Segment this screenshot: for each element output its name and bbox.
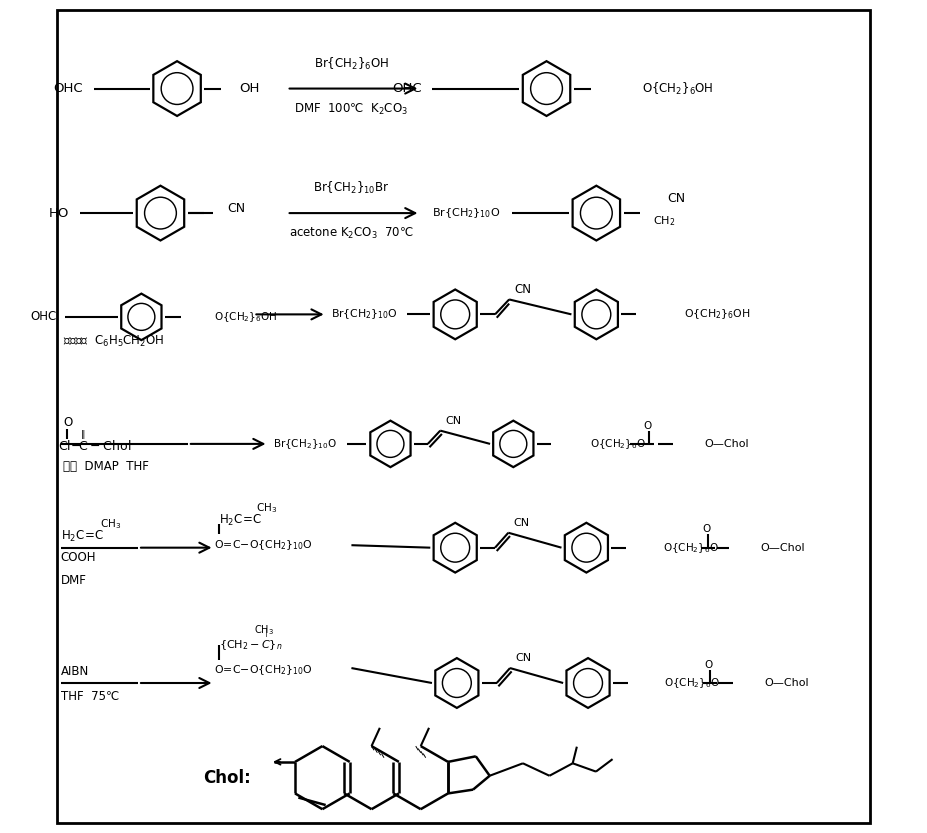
Text: O: O [703,525,711,535]
Text: H$_2$C$\!=\!$C: H$_2$C$\!=\!$C [61,529,104,545]
Text: Br$\mathsf{\{}$CH$_2\mathsf{\}}_{10}$O: Br$\mathsf{\{}$CH$_2\mathsf{\}}_{10}$O [273,437,337,451]
Text: CN: CN [515,653,531,663]
Text: AIBN: AIBN [61,665,89,678]
Text: Br$\mathsf{\{}$CH$_2\mathsf{\}}_6$OH: Br$\mathsf{\{}$CH$_2\mathsf{\}}_6$OH [314,56,389,72]
Text: DMF: DMF [61,575,87,587]
Text: Chol:: Chol: [203,769,251,786]
Text: O$\mathsf{\{}$CH$_2\mathsf{\}}_6$OH: O$\mathsf{\{}$CH$_2\mathsf{\}}_6$OH [683,307,750,322]
Text: CN: CN [514,518,529,528]
Text: DMF  100℃  K$_2$CO$_3$: DMF 100℃ K$_2$CO$_3$ [295,102,409,117]
Text: O$\!=\!$C$-$O$\mathsf{\{}$CH$_2\mathsf{\}}_{10}$O: O$\!=\!$C$-$O$\mathsf{\{}$CH$_2\mathsf{\… [214,663,313,676]
Text: Br$\mathsf{\{}$CH$_2\mathsf{\}}_{10}$Br: Br$\mathsf{\{}$CH$_2\mathsf{\}}_{10}$Br [313,180,389,197]
Text: 叔丁醇钾  C$_6$H$_5$CH$_2$OH: 叔丁醇钾 C$_6$H$_5$CH$_2$OH [63,334,165,349]
Text: acetone K$_2$CO$_3$  70℃: acetone K$_2$CO$_3$ 70℃ [289,227,413,242]
Text: O$\mathsf{\{}$CH$_2\mathsf{\}}_6$O: O$\mathsf{\{}$CH$_2\mathsf{\}}_6$O [665,676,720,690]
Text: CN: CN [514,283,532,296]
Text: Br$\mathsf{\{}$CH$_2\mathsf{\}}_{10}$O: Br$\mathsf{\{}$CH$_2\mathsf{\}}_{10}$O [432,207,501,220]
Text: O: O [705,660,713,670]
Text: OHC: OHC [54,82,83,95]
Text: CN: CN [227,202,245,216]
Text: Br$\mathsf{\{}$CH$_2\mathsf{\}}_{10}$O: Br$\mathsf{\{}$CH$_2\mathsf{\}}_{10}$O [331,307,398,322]
Text: O: O [63,416,72,429]
Text: $\mathsf{\{}$CH$_2-\overset{|}{C}\mathsf{\}}_n$: $\mathsf{\{}$CH$_2-\overset{|}{C}\mathsf… [219,627,282,654]
Text: 吡啶  DMAP  THF: 吡啶 DMAP THF [63,460,149,473]
Text: CN: CN [667,192,685,205]
Text: O$\mathsf{\{}$CH$_2\mathsf{\}}_6$O: O$\mathsf{\{}$CH$_2\mathsf{\}}_6$O [590,437,646,451]
Text: O$\mathsf{\{}$CH$_2\mathsf{\}}_6$OH: O$\mathsf{\{}$CH$_2\mathsf{\}}_6$OH [214,310,278,324]
Text: OHC: OHC [392,82,422,95]
Text: O—Chol: O—Chol [764,678,808,688]
Text: CH$_3$: CH$_3$ [254,623,274,636]
Text: O$\!=\!$C$-$O$\mathsf{\{}$CH$_2\mathsf{\}}_{10}$O: O$\!=\!$C$-$O$\mathsf{\{}$CH$_2\mathsf{\… [214,538,313,552]
Text: Cl$-\!\overset{\|}{\text{C}}-$Chol: Cl$-\!\overset{\|}{\text{C}}-$Chol [58,429,132,454]
Text: CH$_2$: CH$_2$ [653,215,675,228]
Text: CH$_3$: CH$_3$ [256,501,277,515]
Text: THF  75℃: THF 75℃ [61,690,119,703]
Text: COOH: COOH [61,551,96,564]
Text: H$_2$C$\!=\!$C: H$_2$C$\!=\!$C [219,513,261,528]
Text: O$\mathsf{\{}$CH$_2\mathsf{\}}_6$O: O$\mathsf{\{}$CH$_2\mathsf{\}}_6$O [663,541,718,555]
Text: HO: HO [49,207,70,220]
Text: O$\mathsf{\{}$CH$_2\mathsf{\}}_6$OH: O$\mathsf{\{}$CH$_2\mathsf{\}}_6$OH [642,81,714,97]
Text: O—Chol: O—Chol [761,542,806,552]
Text: CH$_3$: CH$_3$ [100,517,121,531]
Text: CN: CN [446,416,462,426]
Text: O: O [643,421,652,431]
Text: OH: OH [239,82,260,95]
Text: O—Chol: O—Chol [705,439,749,449]
Text: OHC: OHC [31,311,57,323]
